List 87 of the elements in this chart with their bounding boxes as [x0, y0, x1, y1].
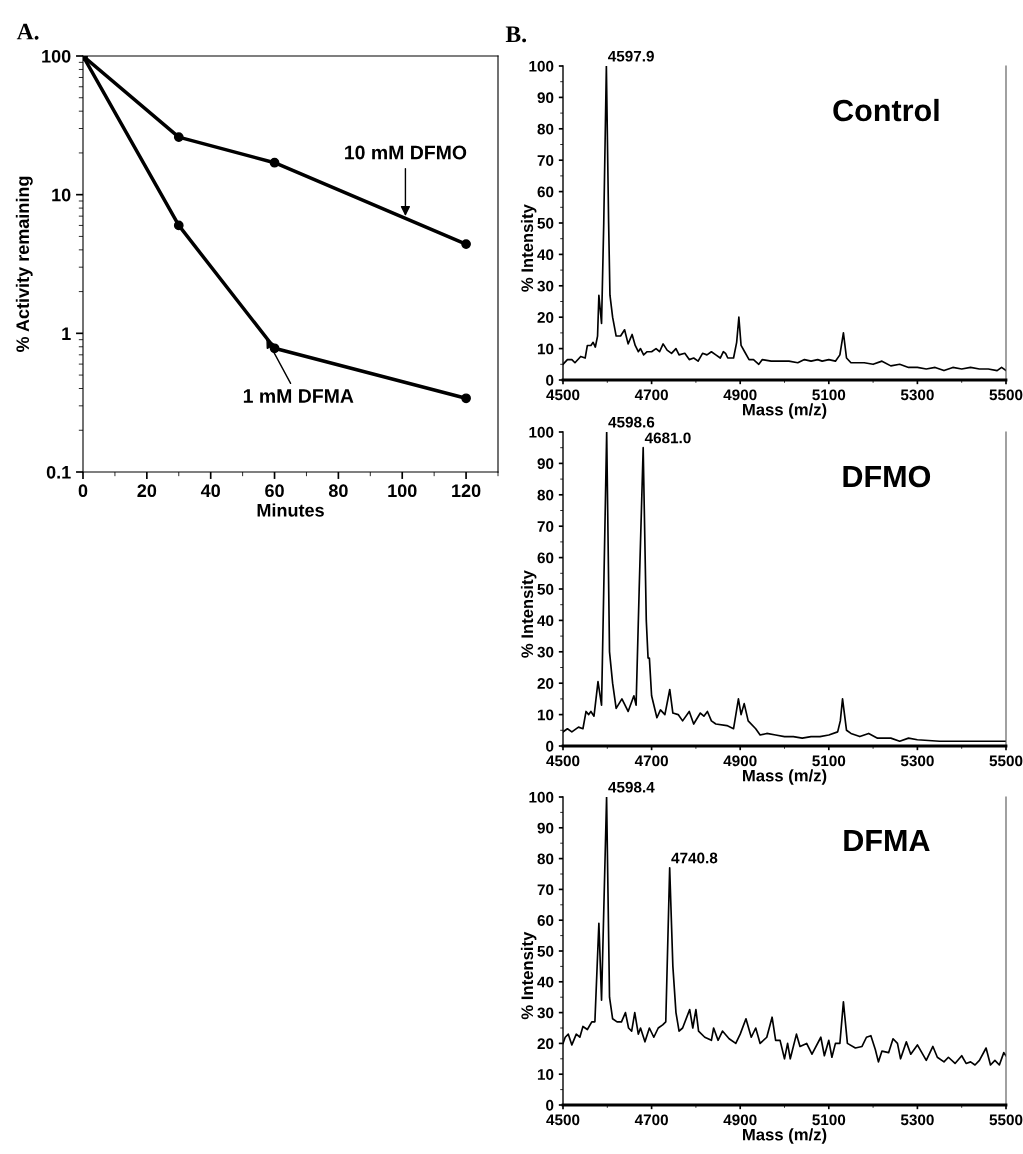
x-tick-label: 40 — [200, 484, 220, 498]
y-tick-label: 0 — [546, 1099, 554, 1111]
x-axis-title: Mass (m/z) — [743, 1128, 827, 1144]
x-tick-label: 5500 — [989, 389, 1023, 401]
annotation: 4598.6 — [608, 416, 655, 428]
annotation: 4598.4 — [608, 781, 655, 793]
x-tick-label: 5500 — [989, 755, 1023, 767]
y-tick-label: 50 — [537, 583, 554, 595]
y-tick-label: 90 — [537, 822, 554, 834]
y-tick-label: 30 — [537, 646, 554, 658]
y-tick-label: 0 — [546, 740, 554, 752]
y-tick-label: 100 — [529, 791, 554, 803]
annotation: 4740.8 — [671, 852, 718, 864]
x-tick-label: 5300 — [900, 755, 934, 767]
y-tick-label: 60 — [537, 552, 554, 564]
chart-title: B. — [505, 26, 527, 43]
x-tick-label: 120 — [452, 484, 481, 498]
y-tick-label: 40 — [537, 615, 554, 627]
y-tick-label: 50 — [537, 945, 554, 957]
x-tick-label: 4500 — [546, 1114, 580, 1126]
x-tick-label: 100 — [388, 484, 417, 498]
y-tick-label: 10 — [537, 709, 554, 721]
y-tick-label: 60 — [537, 915, 554, 926]
x-tick-label: 4700 — [634, 755, 668, 767]
point — [173, 220, 184, 231]
x-tick-label: 20 — [137, 484, 157, 498]
x-tick-label: 5100 — [812, 389, 846, 401]
y-tick-label: 20 — [537, 678, 554, 689]
y-tick-label: 80 — [537, 123, 554, 135]
y-tick-label: 50 — [537, 217, 554, 229]
y-axis-title: % Intensity — [520, 204, 537, 292]
y-tick-label: 30 — [537, 1007, 554, 1019]
point — [269, 157, 280, 168]
y-tick-label: 20 — [537, 1038, 554, 1050]
y-tick-label: 10 — [537, 343, 554, 355]
y-tick-label: 10 — [537, 1069, 554, 1080]
point — [461, 239, 471, 249]
x-tick-label: 5100 — [812, 755, 846, 767]
x-tick-label: 5500 — [989, 1114, 1023, 1126]
x-tick-label: 4700 — [634, 389, 668, 401]
annotation: Control — [833, 98, 939, 122]
y-tick-label: 40 — [537, 249, 554, 261]
annotation: 1 mM DFMA — [243, 389, 354, 403]
annotation: DFMO — [843, 465, 931, 488]
annotation: 4681.0 — [644, 432, 691, 444]
y-tick-label: 70 — [537, 521, 554, 532]
point — [461, 393, 471, 404]
y-tick-label: 10 — [52, 188, 71, 202]
y-tick-label: 80 — [537, 853, 554, 865]
chart-title: A. — [16, 23, 39, 40]
y-tick-label: 70 — [537, 884, 554, 896]
y-tick-label: 100 — [529, 60, 554, 72]
x-axis-title: Mass (m/z) — [743, 769, 827, 785]
line-series — [563, 432, 1006, 743]
point — [173, 132, 184, 142]
x-axis-title: Mass (m/z) — [743, 403, 827, 419]
y-tick-label: 1 — [62, 327, 71, 340]
x-tick-label: 4500 — [546, 389, 580, 401]
x-tick-label: 4900 — [723, 389, 757, 401]
y-tick-label: 30 — [537, 280, 554, 292]
x-tick-label: 0 — [78, 484, 88, 498]
annotation: 4597.9 — [607, 50, 654, 62]
x-tick-label: 4900 — [723, 755, 757, 767]
x-tick-label: 5100 — [812, 1114, 846, 1126]
x-tick-label: 4700 — [634, 1114, 668, 1126]
y-tick-label: 100 — [529, 426, 554, 438]
x-tick-label: 60 — [265, 484, 284, 498]
y-tick-label: 90 — [537, 92, 554, 104]
y-axis-title: % Intensity — [520, 931, 537, 1020]
y-tick-label: 70 — [537, 155, 554, 166]
y-tick-label: 40 — [537, 976, 554, 988]
y-tick-label: 0 — [546, 374, 554, 386]
x-axis-title: Minutes — [257, 503, 324, 517]
annotation: DFMA — [844, 830, 930, 852]
y-axis-title: % Intensity — [520, 570, 537, 658]
annotation: 10 mM DFMO — [345, 145, 467, 160]
x-tick-label: 80 — [328, 484, 348, 498]
x-tick-label: 5300 — [900, 389, 934, 401]
y-tick-label: 20 — [537, 312, 554, 323]
y-tick-label: 90 — [537, 458, 554, 470]
y-tick-label: 60 — [537, 186, 554, 198]
y-tick-label: 100 — [42, 49, 71, 63]
x-tick-label: 4500 — [546, 755, 580, 767]
y-tick-label: 0.1 — [46, 465, 71, 479]
x-tick-label: 4900 — [723, 1114, 757, 1126]
x-tick-label: 5300 — [900, 1114, 934, 1126]
y-axis-title: % Activity remaining — [15, 176, 33, 353]
